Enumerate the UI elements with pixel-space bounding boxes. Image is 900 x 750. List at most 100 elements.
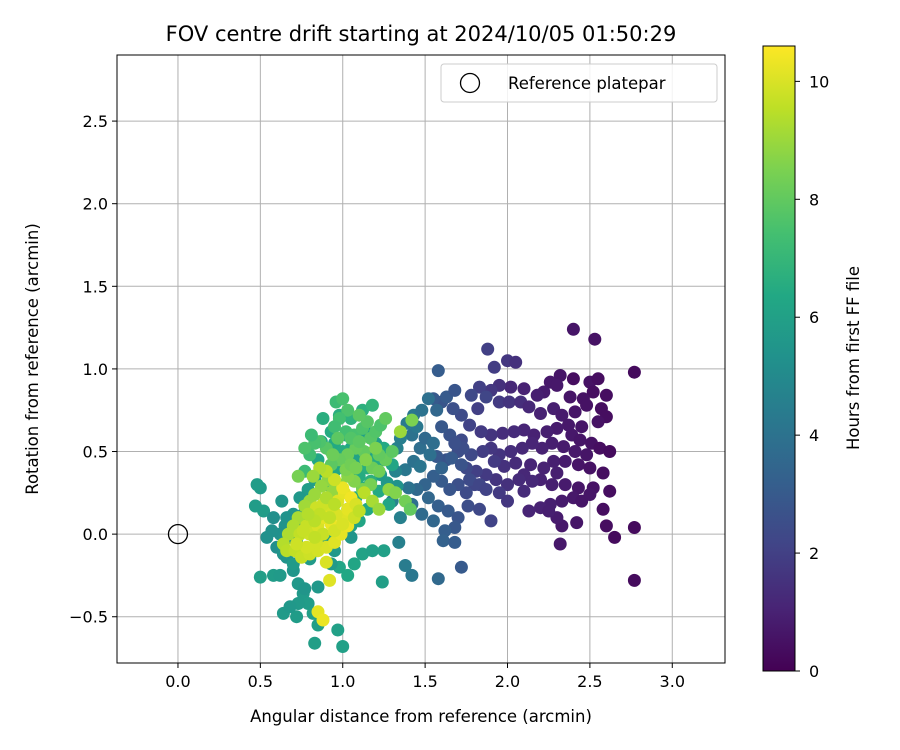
data-point xyxy=(571,458,585,472)
data-point xyxy=(296,524,310,538)
y-tick-label: 0.5 xyxy=(83,443,108,462)
data-point xyxy=(557,440,570,454)
data-point xyxy=(496,426,510,440)
data-point xyxy=(300,540,313,554)
data-point xyxy=(537,461,551,475)
data-point xyxy=(555,494,569,508)
data-point xyxy=(398,463,412,477)
data-point xyxy=(573,433,587,447)
y-tick-label: 1.0 xyxy=(83,360,108,379)
data-point xyxy=(426,469,440,483)
data-point xyxy=(341,568,355,582)
data-point xyxy=(402,481,416,495)
y-tick-label: 2.5 xyxy=(83,112,108,131)
data-point xyxy=(563,390,577,404)
data-point xyxy=(542,504,556,518)
data-point xyxy=(492,486,506,500)
data-point xyxy=(308,636,322,650)
data-point xyxy=(357,486,371,500)
data-point xyxy=(603,484,617,498)
data-point xyxy=(365,544,379,558)
data-point xyxy=(415,403,429,417)
legend-box xyxy=(440,63,718,103)
data-point xyxy=(365,398,379,412)
data-point xyxy=(473,502,486,516)
data-point xyxy=(344,530,358,544)
legend: Reference platepar xyxy=(440,63,718,103)
data-point xyxy=(509,456,523,470)
data-point xyxy=(591,372,605,386)
data-point xyxy=(596,466,610,480)
reference-platepar-marker xyxy=(167,523,189,545)
data-point xyxy=(281,527,295,541)
data-point xyxy=(550,466,564,480)
data-point xyxy=(311,580,325,594)
data-point xyxy=(328,420,341,434)
data-point xyxy=(451,511,465,525)
data-point xyxy=(603,445,617,458)
data-point xyxy=(336,517,350,531)
data-point xyxy=(435,420,449,434)
data-point xyxy=(459,486,473,500)
data-point xyxy=(591,415,605,429)
data-point xyxy=(509,355,523,369)
x-tick-label: 0.5 xyxy=(248,672,273,691)
data-point xyxy=(627,573,641,587)
data-point xyxy=(359,453,373,467)
data-point xyxy=(599,519,613,533)
data-point xyxy=(426,514,440,528)
data-point xyxy=(356,547,369,561)
colorbar-tick-label: 8 xyxy=(809,190,819,209)
data-point xyxy=(336,640,350,653)
data-point xyxy=(382,497,396,511)
y-tick-label: 0.0 xyxy=(83,525,108,544)
data-point xyxy=(421,392,435,406)
data-point xyxy=(349,461,363,475)
data-point xyxy=(250,478,264,492)
data-point xyxy=(405,568,419,582)
y-tick-label: −0.5 xyxy=(69,608,108,627)
data-point xyxy=(403,502,417,516)
data-point xyxy=(507,425,521,439)
data-point xyxy=(497,459,511,473)
data-point xyxy=(463,418,477,432)
x-axis-ticks: 0.0 0.5 1.0 1.5 2.0 2.5 3.0 xyxy=(165,663,685,691)
data-point xyxy=(571,481,585,495)
data-point xyxy=(392,535,406,549)
x-tick-label: 3.0 xyxy=(660,672,685,691)
data-point xyxy=(524,458,538,472)
data-point xyxy=(413,441,427,455)
data-point xyxy=(512,473,526,487)
data-point xyxy=(525,436,539,450)
data-point xyxy=(492,395,506,409)
data-point xyxy=(547,454,561,468)
data-point xyxy=(553,369,567,382)
data-point xyxy=(555,408,569,422)
data-point xyxy=(484,514,498,528)
data-point xyxy=(423,448,437,462)
data-point xyxy=(580,448,594,462)
data-point xyxy=(377,544,391,558)
data-point xyxy=(517,382,531,396)
data-point xyxy=(336,392,350,406)
data-points xyxy=(248,322,641,653)
data-point xyxy=(443,483,457,496)
data-point xyxy=(308,530,322,544)
data-point xyxy=(515,441,529,455)
legend-label-reference: Reference platepar xyxy=(508,74,666,93)
data-point xyxy=(454,458,468,472)
data-point xyxy=(448,383,462,397)
data-point xyxy=(316,613,330,627)
colorbar-gradient xyxy=(762,45,796,672)
data-point xyxy=(479,468,493,482)
data-point xyxy=(253,570,267,584)
data-point xyxy=(586,385,600,399)
data-point xyxy=(550,378,564,392)
colorbar-tick-label: 10 xyxy=(809,72,829,91)
data-point xyxy=(535,441,549,455)
data-point xyxy=(389,486,402,500)
y-axis-ticks: −0.5 0.0 0.5 1.0 1.5 2.0 2.5 xyxy=(69,112,117,627)
data-point xyxy=(328,497,341,511)
reference-marker-group xyxy=(167,523,189,545)
